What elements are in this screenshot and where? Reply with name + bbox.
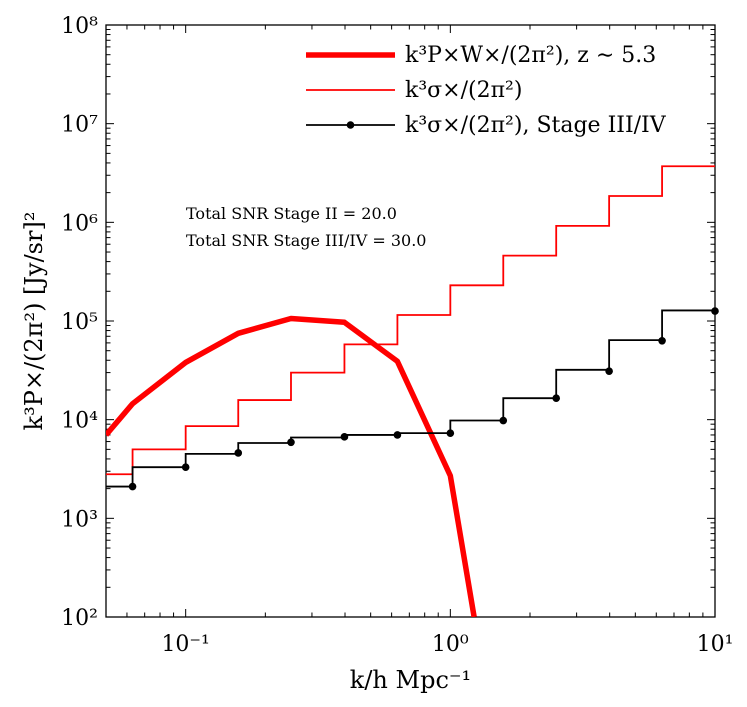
series-marker	[658, 336, 666, 345]
series-marker	[340, 433, 349, 441]
series-line-signal	[106, 315, 477, 617]
x-tick-label: 10⁻¹	[161, 632, 209, 657]
series-marker	[499, 416, 508, 425]
series-marker	[605, 367, 613, 375]
y-tick-label: 10²	[61, 606, 98, 631]
legend-label: k³σ×/(2π²), Stage III/IV	[405, 113, 667, 138]
series-marker	[287, 438, 295, 447]
snr-annotation: Total SNR Stage II = 20.0	[186, 204, 397, 223]
snr-annotation: Total SNR Stage III/IV = 30.0	[186, 231, 426, 250]
series-marker	[234, 449, 243, 457]
legend-label: k³σ×/(2π²)	[405, 78, 522, 103]
y-tick-label: 10⁵	[61, 310, 98, 335]
series-marker	[446, 429, 455, 437]
y-tick-label: 10⁴	[61, 409, 98, 434]
y-tick-label: 10⁶	[61, 211, 98, 236]
legend-label: k³P×W×/(2π²), z ∼ 5.3	[405, 43, 656, 68]
x-axis-label: k/h Mpc⁻¹	[350, 666, 471, 694]
y-axis-label: k³P×/(2π²) [Jy/sr]²	[20, 212, 48, 431]
y-axis-ticks: 10² 10³ 10⁴ 10⁵ 10⁶ 10⁷ 10⁸	[61, 14, 715, 631]
legend: k³P×W×/(2π²), z ∼ 5.3 k³σ×/(2π²) k³σ×/(2π²…	[306, 43, 667, 138]
annotations: Total SNR Stage II = 20.0 Total SNR Stage…	[186, 204, 426, 250]
series-marker	[393, 431, 402, 439]
series-steps-noise	[106, 165, 715, 476]
series-marker	[181, 463, 190, 471]
x-tick-label: 10¹	[697, 632, 734, 657]
series-marker	[552, 394, 561, 403]
y-tick-label: 10⁷	[61, 113, 98, 138]
y-tick-label: 10³	[61, 507, 98, 532]
x-axis-ticks: 10⁻¹ 10⁰ 10¹	[105, 25, 734, 657]
x-tick-label: 10⁰	[432, 632, 469, 657]
series-marker	[128, 482, 137, 491]
series-steps-stage34	[106, 309, 715, 488]
series-layer	[106, 165, 719, 617]
series-marker	[711, 307, 719, 315]
y-tick-label: 10⁸	[61, 14, 98, 39]
legend-marker	[346, 121, 355, 129]
